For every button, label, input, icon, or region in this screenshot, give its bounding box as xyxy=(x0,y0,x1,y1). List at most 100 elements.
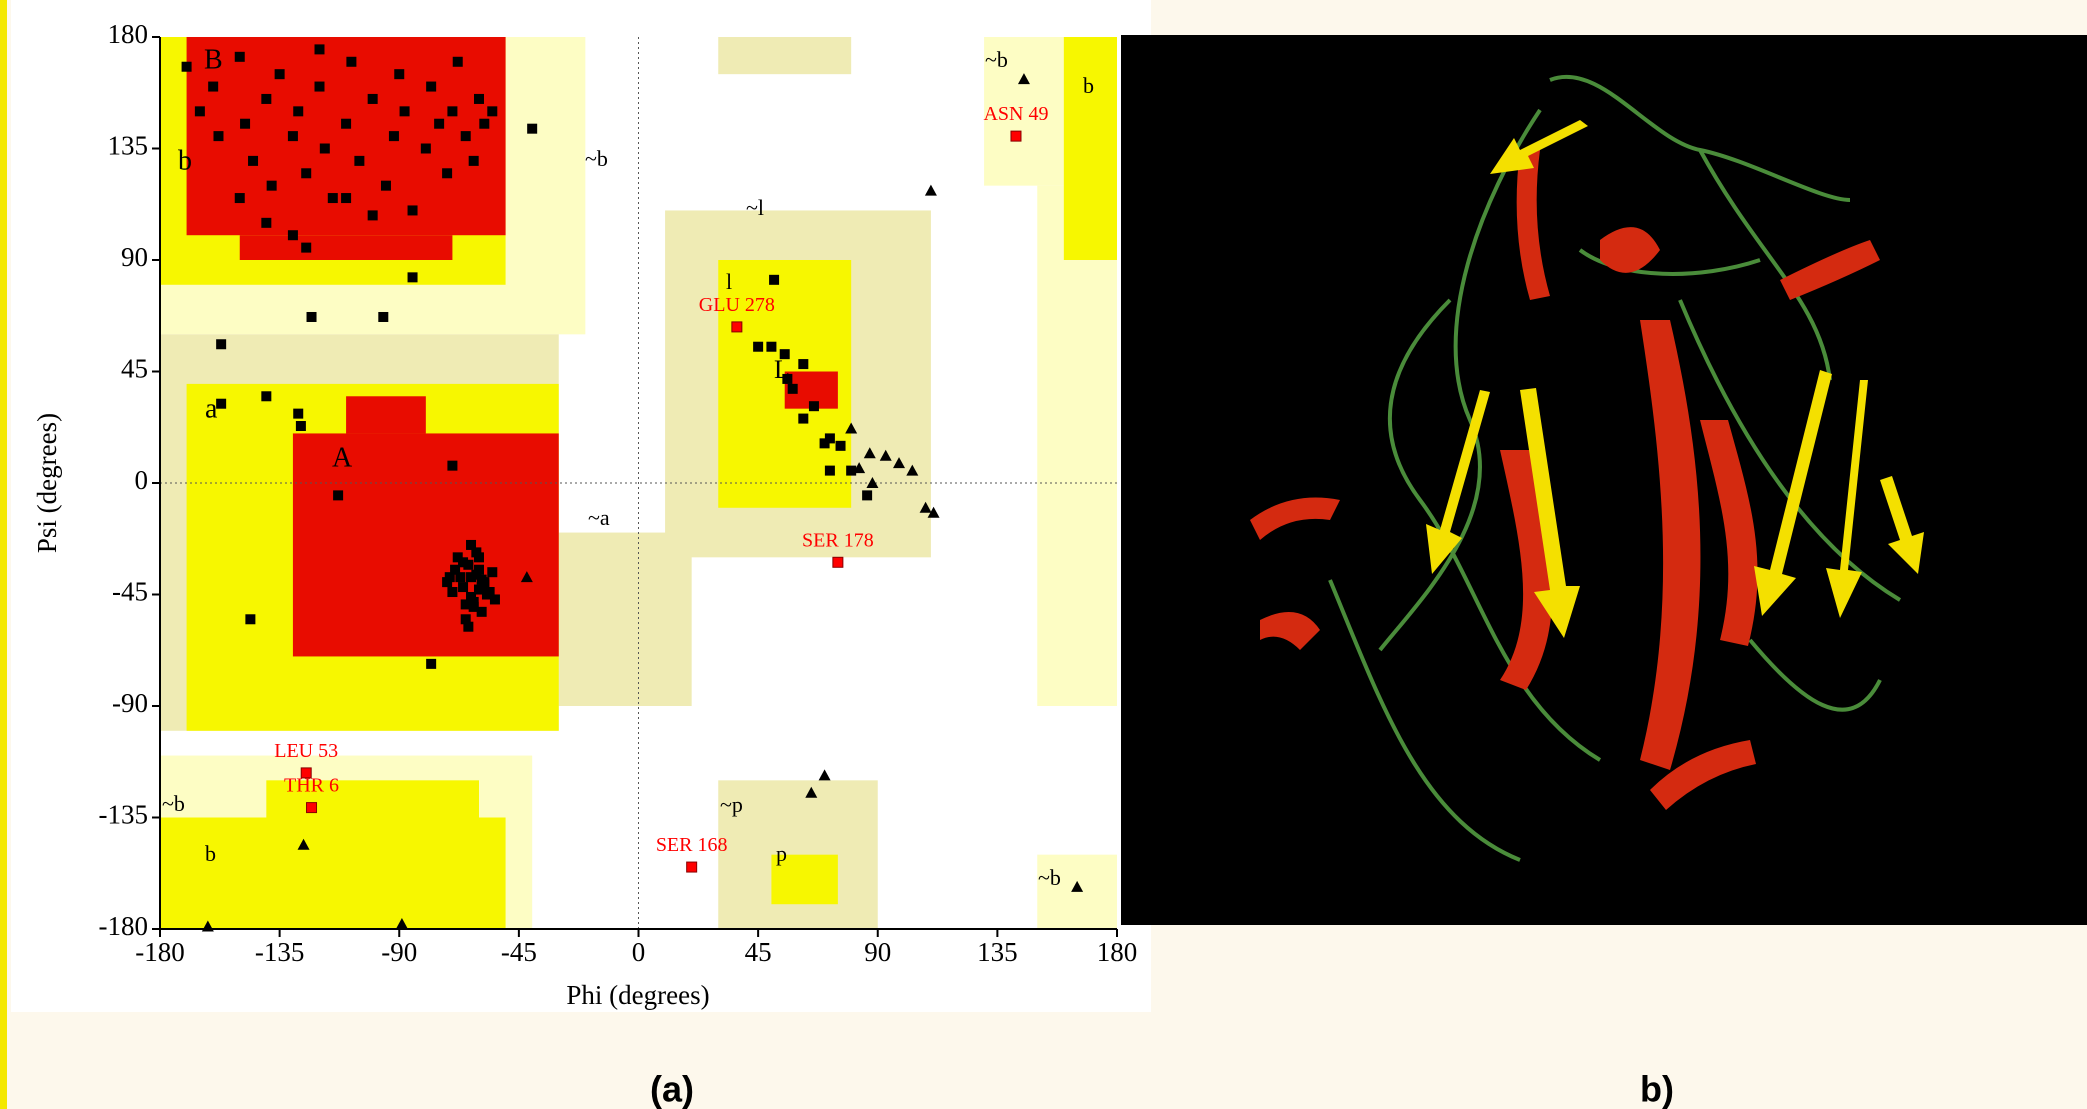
residue-point xyxy=(296,421,306,431)
residue-point xyxy=(434,119,444,129)
region-label: ~l xyxy=(746,195,764,220)
y-tick-label: 180 xyxy=(108,19,149,49)
residue-point xyxy=(782,374,792,384)
region-label: p xyxy=(776,841,787,866)
residue-point xyxy=(368,210,378,220)
residue-point xyxy=(798,359,808,369)
residue-point xyxy=(466,592,476,602)
residue-point xyxy=(216,339,226,349)
residue-point xyxy=(378,312,388,322)
structure-background xyxy=(1121,35,2087,925)
figure: B b ~b a A ~a ~l l L ~b b ~b b ~p p ~b P… xyxy=(0,0,2087,1109)
x-tick-label: -180 xyxy=(135,937,185,967)
residue-point xyxy=(447,587,457,597)
x-axis-label: Phi (degrees) xyxy=(566,980,709,1010)
residue-point xyxy=(474,552,484,562)
y-axis-label: Psi (degrees) xyxy=(32,413,62,553)
residue-point xyxy=(301,168,311,178)
residue-point xyxy=(195,106,205,116)
residue-point xyxy=(809,401,819,411)
residue-point xyxy=(463,622,473,632)
residue-point xyxy=(469,156,479,166)
residue-point xyxy=(267,181,277,191)
x-tick-label: 135 xyxy=(977,937,1018,967)
residue-point xyxy=(479,119,489,129)
residue-point xyxy=(235,52,245,62)
region-label: ~b xyxy=(162,791,185,816)
residue-point xyxy=(798,414,808,424)
residue-point xyxy=(769,275,779,285)
residue-point xyxy=(275,69,285,79)
residue-point xyxy=(408,272,418,282)
region-label: ~b xyxy=(1038,865,1061,890)
residue-point xyxy=(261,94,271,104)
residue-label: LEU 53 xyxy=(274,740,338,762)
region-label: l xyxy=(726,269,732,294)
residue-point xyxy=(732,322,742,332)
residue-point xyxy=(825,466,835,476)
left-stripe xyxy=(0,0,7,1109)
x-tick-label: -135 xyxy=(255,937,305,967)
residue-point xyxy=(485,587,495,597)
residue-point xyxy=(213,131,223,141)
residue-point xyxy=(248,156,258,166)
residue-point xyxy=(487,567,497,577)
x-tick-label: 45 xyxy=(745,937,772,967)
region-label: ~b xyxy=(985,47,1008,72)
residue-point xyxy=(458,557,468,567)
region xyxy=(346,396,426,433)
region-label: ~b xyxy=(585,146,608,171)
x-tick-label: -45 xyxy=(501,937,537,967)
y-tick-label: 0 xyxy=(135,465,149,495)
residue-point xyxy=(766,342,776,352)
residue-label: ASN 49 xyxy=(983,103,1048,125)
residue-point xyxy=(1011,131,1021,141)
y-tick-label: -90 xyxy=(112,688,148,718)
residue-point xyxy=(288,131,298,141)
residue-point xyxy=(458,582,468,592)
residue-label: THR 6 xyxy=(284,775,339,797)
region-label: a xyxy=(205,393,218,424)
region xyxy=(240,235,453,260)
x-tick-label: 0 xyxy=(632,937,646,967)
residue-point xyxy=(235,193,245,203)
residue-point xyxy=(346,57,356,67)
residue-point xyxy=(328,193,338,203)
residue-point xyxy=(368,94,378,104)
residue-point xyxy=(447,461,457,471)
residue-point xyxy=(836,441,846,451)
region xyxy=(718,37,851,74)
residue-point xyxy=(453,57,463,67)
residue-point xyxy=(208,82,218,92)
region-label: ~a xyxy=(588,505,610,530)
panel-label: b) xyxy=(1640,1069,1674,1109)
y-tick-label: 135 xyxy=(108,131,149,161)
region-label: A xyxy=(332,442,353,473)
residue-label: SER 168 xyxy=(656,834,728,856)
residue-point xyxy=(820,438,830,448)
residue-point xyxy=(474,94,484,104)
residue-point xyxy=(477,575,487,585)
panel-label: (a) xyxy=(650,1069,694,1109)
region-label: b xyxy=(178,145,192,176)
residue-point xyxy=(182,62,192,72)
residue-label: GLU 278 xyxy=(699,294,775,316)
region-label: b xyxy=(1083,73,1094,98)
residue-point xyxy=(293,409,303,419)
residue-point xyxy=(381,181,391,191)
residue-point xyxy=(447,106,457,116)
residue-point xyxy=(400,106,410,116)
residue-point xyxy=(442,168,452,178)
region xyxy=(1064,37,1117,260)
residue-point xyxy=(408,205,418,215)
x-tick-label: 90 xyxy=(864,937,891,967)
residue-point xyxy=(527,124,537,134)
residue-point xyxy=(421,144,431,154)
residue-point xyxy=(307,312,317,322)
y-tick-label: 90 xyxy=(121,242,148,272)
residue-point xyxy=(389,131,399,141)
residue-point xyxy=(293,106,303,116)
residue-point xyxy=(487,106,497,116)
region xyxy=(160,818,506,930)
residue-point xyxy=(315,44,325,54)
